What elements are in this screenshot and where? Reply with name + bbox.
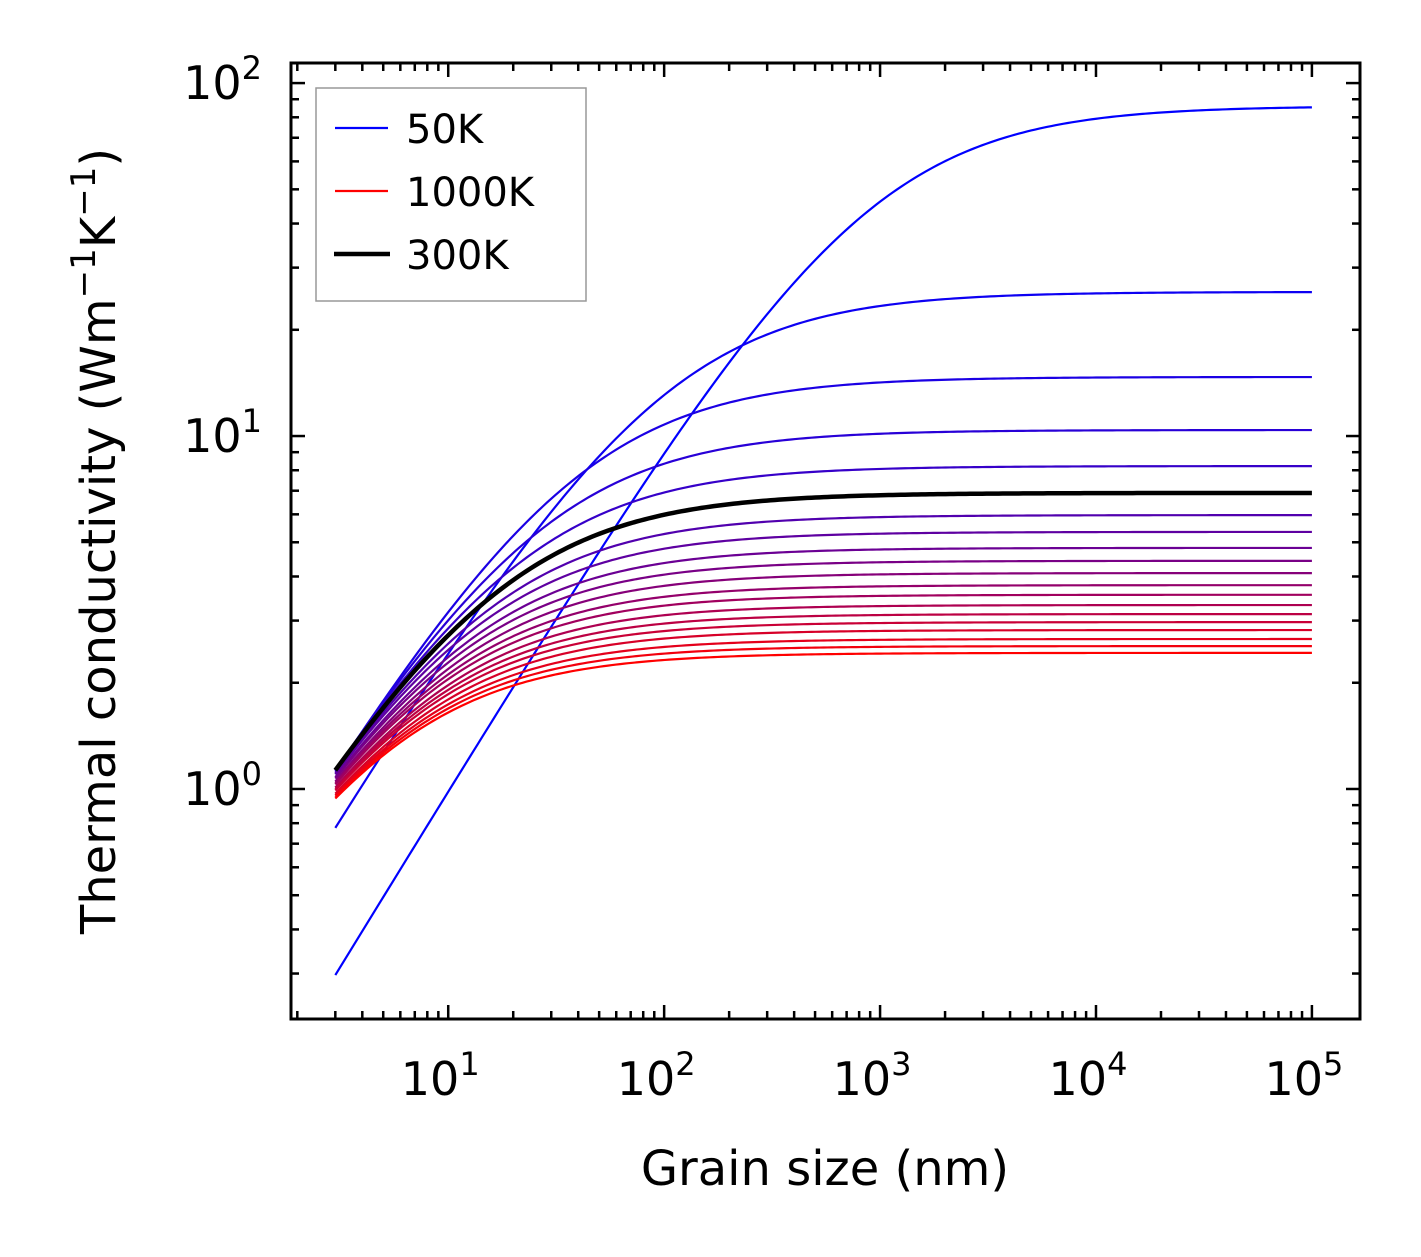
series-layer [333, 106, 1312, 976]
series-line-700k [334, 603, 1312, 789]
legend-label-300k: 300K [406, 233, 510, 279]
x-tick-exponent: 2 [675, 1045, 695, 1083]
series-line-850k [334, 628, 1312, 795]
series-line-450k [334, 546, 1312, 778]
series-line-650k [334, 593, 1312, 786]
series-line-600k [334, 584, 1312, 784]
y-tick-exponent: 1 [242, 402, 262, 440]
y-tick-label: 102 [183, 49, 262, 110]
x-tick-exponent: 3 [891, 1045, 911, 1083]
y-tick-base: 10 [183, 409, 242, 463]
y-axis-label-mid: K [71, 215, 127, 248]
series-line-500k [334, 559, 1312, 780]
series-line-750k [334, 612, 1312, 790]
legend: 50K 1000K 300K [315, 87, 587, 302]
y-axis-label-exp1: −1 [64, 248, 104, 298]
plot-frame [289, 61, 1362, 1021]
legend-box [315, 87, 587, 302]
y-tick-exponent: 2 [242, 49, 262, 87]
x-tick-base: 10 [1264, 1052, 1323, 1106]
y-tick-exponent: 0 [242, 755, 262, 793]
x-tick-exponent: 1 [459, 1045, 479, 1083]
series-line-150k [334, 375, 1312, 773]
x-tick-label: 105 [1264, 1045, 1343, 1106]
series-line-900k [334, 637, 1312, 797]
x-tick-base: 10 [617, 1052, 676, 1106]
x-tick-exponent: 5 [1323, 1045, 1343, 1083]
series-line-200k [334, 428, 1312, 771]
series-line-400k [334, 530, 1312, 776]
x-tick-base: 10 [1049, 1052, 1108, 1106]
legend-label-1000k: 1000K [406, 170, 536, 216]
y-axis-label-base: Thermal conductivity (Wm [71, 298, 127, 935]
legend-label-50k: 50K [406, 107, 485, 153]
series-line-100k [334, 290, 1312, 829]
x-tick-label: 104 [1049, 1045, 1128, 1106]
y-tick-label: 101 [183, 402, 262, 463]
x-tick-label: 103 [833, 1045, 912, 1106]
series-line-950k [334, 645, 1312, 798]
y-axis-label-end: ) [71, 148, 127, 167]
series-line-550k [334, 571, 1312, 783]
series-line-250k [334, 465, 1312, 771]
y-axis-label: Thermal conductivity (Wm−1K−1) [64, 148, 127, 935]
y-tick-base: 10 [183, 56, 242, 110]
series-line-350k [334, 514, 1312, 774]
x-tick-base: 10 [401, 1052, 460, 1106]
x-tick-exponent: 4 [1107, 1045, 1127, 1083]
series-line-50k [334, 106, 1312, 976]
x-axis-label: Grain size (nm) [641, 1141, 1009, 1197]
y-axis-label-exp2: −1 [64, 167, 104, 217]
series-line-1000k [334, 651, 1312, 800]
y-tick-base: 10 [183, 762, 242, 816]
y-tick-label: 100 [183, 755, 262, 816]
x-tick-label: 102 [617, 1045, 696, 1106]
series-line-300k [333, 490, 1312, 772]
x-tick-label: 101 [401, 1045, 480, 1106]
x-tick-base: 10 [833, 1052, 892, 1106]
series-line-800k [334, 621, 1312, 792]
x-tick-labels: 101 102 103 104 105 [401, 1045, 1344, 1106]
